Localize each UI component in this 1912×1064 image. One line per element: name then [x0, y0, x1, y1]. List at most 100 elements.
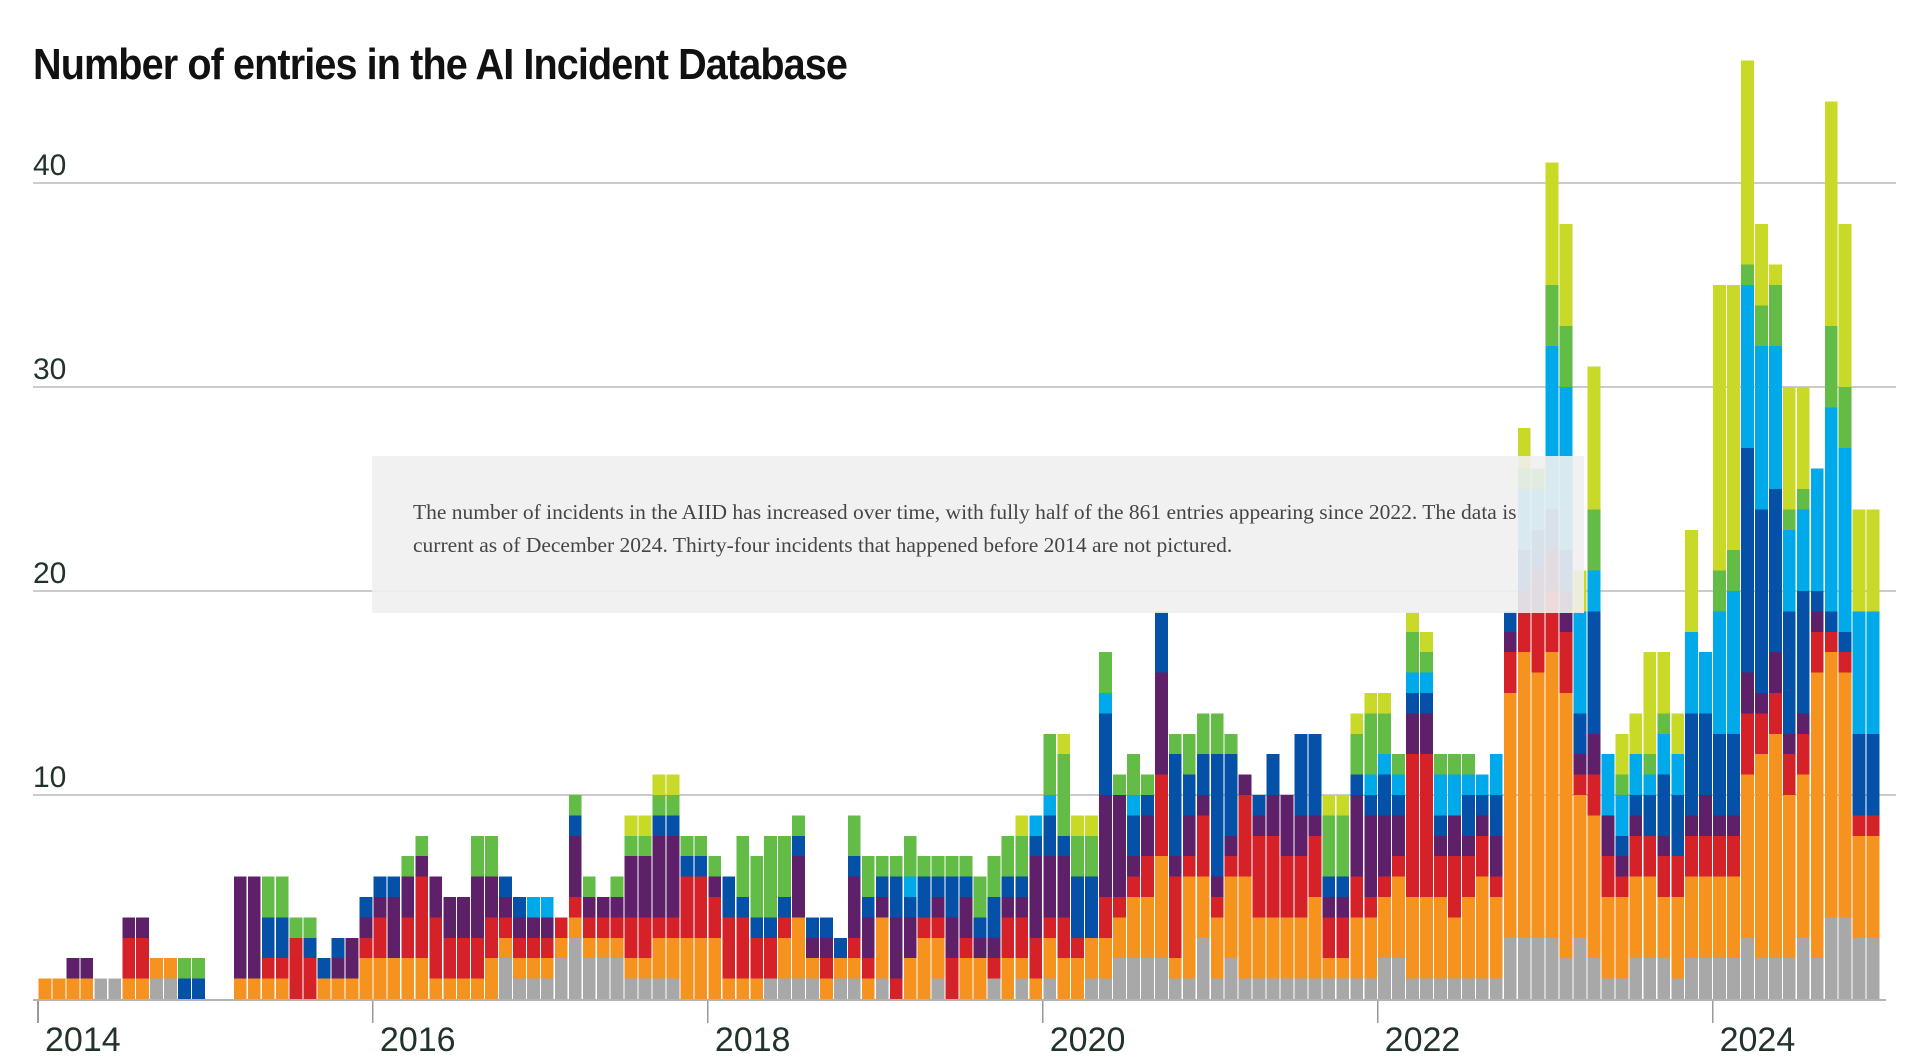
bar-segment-red [401, 917, 415, 959]
bar-segment-red [359, 937, 373, 959]
bar-segment-orange [1182, 876, 1196, 979]
bar-segment-gray [1545, 937, 1559, 999]
bar-segment-red [1392, 856, 1405, 877]
bar-segment-cyan [1029, 815, 1043, 836]
bar-segment-gray [1322, 978, 1336, 999]
bar-segment-red [1196, 815, 1210, 877]
bar-segment-green [178, 958, 191, 979]
bar-segment-red [596, 917, 610, 938]
bar-segment-cyan [1741, 285, 1754, 449]
bar-segment-purple [1755, 693, 1768, 714]
y-axis-label-20: 20 [33, 557, 66, 590]
bar-segment-orange [1127, 897, 1140, 959]
bar-segment-orange [1336, 958, 1350, 979]
bar-segment-red [959, 937, 973, 959]
bar-segment-gray [513, 978, 526, 999]
bar-segment-purple [666, 835, 680, 918]
bar-segment-orange [596, 937, 610, 959]
bar-segment-gray [94, 978, 108, 999]
bar-segment-orange [1615, 897, 1629, 979]
bar-segment-gray [1824, 917, 1838, 999]
bar-segment-purple [499, 897, 512, 918]
bar-segment-blue [261, 917, 275, 959]
bar-segment-purple [973, 937, 987, 959]
bar-segment-orange [387, 958, 401, 999]
bar-segment-gray [1434, 978, 1447, 999]
bar-segment-gray [778, 978, 791, 999]
bar-segment-gray [1127, 958, 1140, 999]
bar-segment-purple [1140, 815, 1154, 857]
bar-segment-blue [1154, 611, 1168, 673]
bar-segment-purple [136, 917, 150, 938]
bar-segment-purple [1685, 815, 1699, 836]
bar-segment-purple [987, 937, 1001, 959]
bar-segment-cyan [1434, 774, 1447, 816]
bar-segment-green [959, 856, 973, 877]
bar-segment-orange [1852, 835, 1866, 938]
bar-segment-purple [373, 897, 387, 918]
bar-segment-orange [429, 978, 443, 999]
bar-segment-orange [1099, 937, 1112, 979]
bar-segment-gray [1266, 978, 1280, 999]
bar-segment-red [1489, 876, 1503, 897]
bar-segment-green [694, 835, 708, 857]
bar-segment-purple [1768, 652, 1782, 693]
bar-segment-purple [1182, 815, 1196, 857]
bar-segment-red [1448, 856, 1461, 918]
bar-segment-lime [1629, 713, 1643, 755]
bar-segment-gray [1043, 978, 1057, 999]
bar-segment-red [1057, 917, 1071, 959]
bar-segment-orange [1406, 897, 1419, 979]
bar-segment-red [1113, 897, 1126, 918]
bar-segment-purple [792, 856, 805, 918]
bar-segment-orange [973, 958, 987, 999]
y-axis-label-10: 10 [33, 761, 66, 794]
bar-segment-orange [233, 978, 247, 999]
bar-segment-purple [610, 897, 624, 918]
bar-segment-purple [1001, 897, 1015, 918]
bar-segment-red [1671, 856, 1685, 897]
bar-segment-gray [1294, 978, 1308, 999]
bar-segment-gray [1741, 937, 1754, 999]
bar-segment-red [373, 917, 387, 959]
bar-segment-green [1420, 652, 1433, 673]
bar-segment-purple [1434, 835, 1447, 857]
bar-segment-orange [136, 978, 150, 999]
bar-segment-green [1099, 652, 1112, 693]
bar-segment-green [1434, 754, 1447, 775]
bar-segment-red [1127, 876, 1140, 897]
bar-segment-green [1322, 815, 1336, 877]
bar-segment-lime [1615, 733, 1629, 775]
bar-segment-blue [1085, 876, 1098, 938]
bar-segment-gray [1113, 958, 1126, 999]
bar-segment-orange [1796, 774, 1810, 938]
bar-segment-blue [1727, 733, 1740, 816]
bar-segment-blue [722, 876, 736, 918]
bar-segment-gray [526, 978, 540, 999]
bar-segment-gray [1364, 978, 1378, 999]
bar-segment-gray [806, 978, 819, 999]
bar-segment-purple [1266, 795, 1280, 836]
bar-segment-blue [1127, 815, 1140, 857]
bar-segment-red [1099, 897, 1112, 938]
bar-segment-gray [847, 978, 861, 999]
bar-segment-green [568, 795, 582, 816]
bar-segment-blue [1364, 795, 1378, 816]
bar-segment-purple [1308, 815, 1322, 836]
bar-segment-gray [624, 978, 638, 999]
bar-segment-green [1378, 713, 1392, 755]
bar-segment-orange [1238, 876, 1252, 979]
bar-segment-purple [1224, 835, 1238, 857]
bar-segment-red [303, 958, 317, 999]
bar-segment-red [1782, 754, 1796, 795]
bar-segment-orange [275, 978, 289, 999]
bar-segment-red [1866, 815, 1880, 836]
bar-segment-red [499, 917, 512, 938]
bar-segment-blue [1043, 815, 1057, 857]
bar-segment-blue [792, 835, 805, 857]
bar-segment-purple [568, 835, 582, 897]
bar-segment-orange [861, 978, 875, 999]
bar-segment-blue [1489, 795, 1503, 836]
bar-segment-green [945, 856, 959, 877]
bar-segment-purple [1168, 856, 1182, 877]
